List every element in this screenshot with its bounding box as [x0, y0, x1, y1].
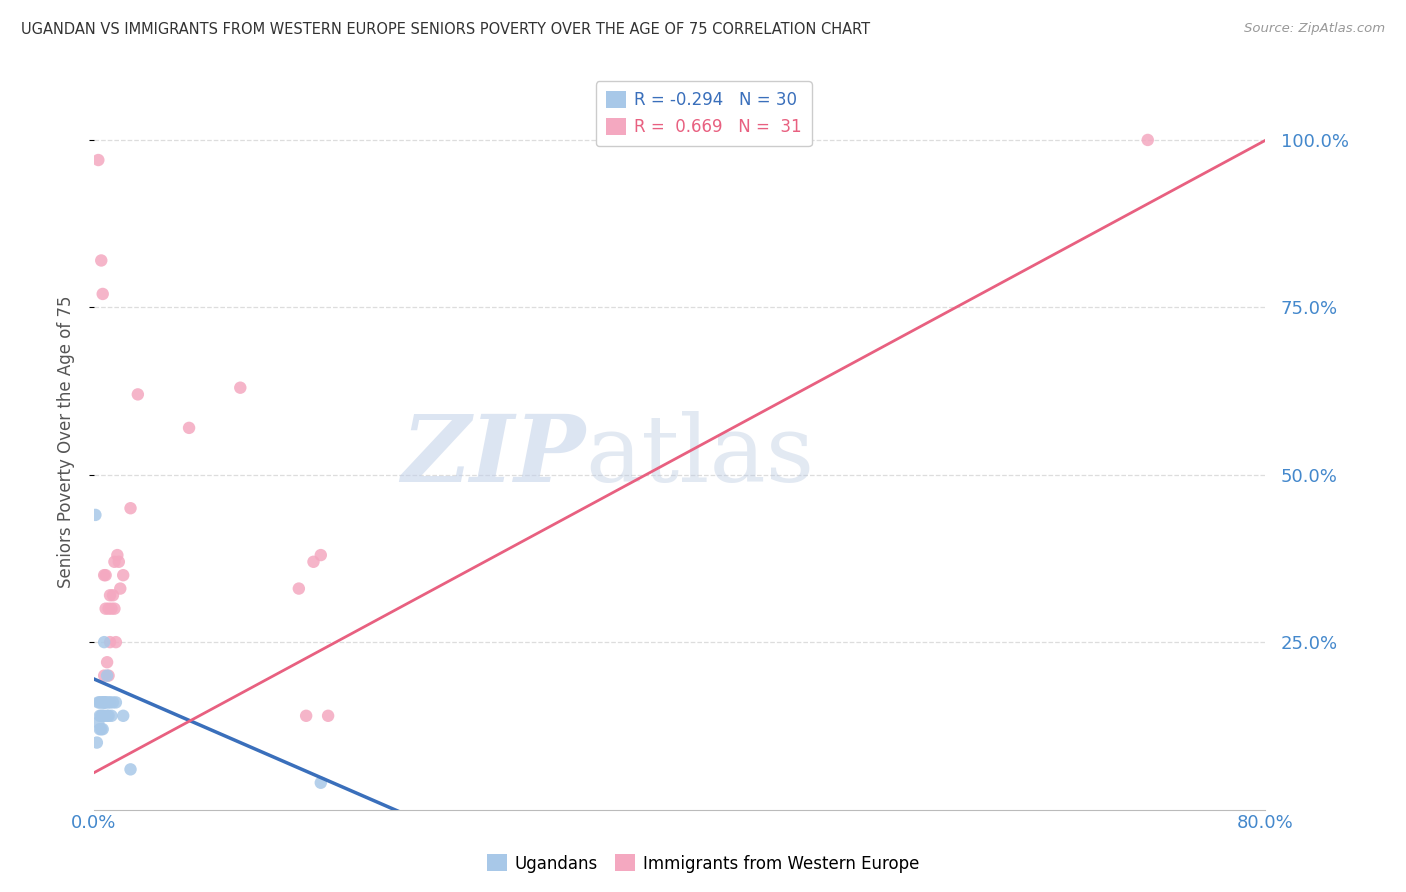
- Point: [94, 601, 117, 615]
- Point: [93, 568, 115, 582]
- Point: [97, 695, 120, 709]
- Point: [229, 381, 252, 395]
- Point: [84, 508, 107, 522]
- Point: [94, 695, 117, 709]
- Point: [91, 287, 114, 301]
- Point: [98, 635, 121, 649]
- Point: [302, 555, 325, 569]
- Point: [104, 695, 127, 709]
- Point: [97, 708, 120, 723]
- Point: [94, 568, 117, 582]
- Point: [89, 708, 111, 723]
- Point: [90, 722, 112, 736]
- Point: [120, 763, 142, 777]
- Point: [112, 708, 135, 723]
- Point: [89, 722, 111, 736]
- Point: [112, 568, 135, 582]
- Point: [101, 588, 124, 602]
- Point: [91, 695, 114, 709]
- Point: [288, 582, 311, 596]
- Point: [104, 635, 127, 649]
- Point: [97, 668, 120, 682]
- Point: [93, 668, 115, 682]
- Text: ZIP: ZIP: [402, 411, 586, 501]
- Point: [100, 708, 122, 723]
- Point: [103, 555, 125, 569]
- Point: [100, 601, 122, 615]
- Point: [94, 695, 117, 709]
- Point: [90, 708, 112, 723]
- Point: [86, 735, 108, 749]
- Point: [87, 695, 110, 709]
- Point: [93, 708, 115, 723]
- Point: [309, 548, 332, 562]
- Text: Source: ZipAtlas.com: Source: ZipAtlas.com: [1244, 22, 1385, 36]
- Point: [108, 555, 131, 569]
- Point: [127, 387, 149, 401]
- Point: [98, 588, 121, 602]
- Point: [97, 601, 120, 615]
- Point: [105, 548, 128, 562]
- Point: [98, 695, 121, 709]
- Point: [316, 708, 339, 723]
- Point: [93, 695, 115, 709]
- Point: [87, 153, 110, 167]
- Point: [90, 695, 112, 709]
- Point: [110, 582, 132, 596]
- Point: [96, 708, 118, 723]
- Point: [295, 708, 318, 723]
- Point: [90, 253, 112, 268]
- Point: [93, 635, 115, 649]
- Point: [177, 421, 200, 435]
- Legend: Ugandans, Immigrants from Western Europe: Ugandans, Immigrants from Western Europe: [479, 847, 927, 880]
- Point: [309, 776, 332, 790]
- Legend: R = -0.294   N = 30, R =  0.669   N =  31: R = -0.294 N = 30, R = 0.669 N = 31: [596, 81, 811, 146]
- Point: [103, 601, 125, 615]
- Point: [96, 655, 118, 669]
- Point: [91, 708, 114, 723]
- Text: atlas: atlas: [586, 411, 815, 501]
- Point: [87, 715, 110, 730]
- Point: [91, 722, 114, 736]
- Point: [101, 695, 124, 709]
- Point: [1136, 133, 1159, 147]
- Y-axis label: Seniors Poverty Over the Age of 75: Seniors Poverty Over the Age of 75: [58, 295, 75, 588]
- Point: [93, 695, 115, 709]
- Point: [89, 695, 111, 709]
- Point: [96, 668, 118, 682]
- Point: [120, 501, 142, 516]
- Text: UGANDAN VS IMMIGRANTS FROM WESTERN EUROPE SENIORS POVERTY OVER THE AGE OF 75 COR: UGANDAN VS IMMIGRANTS FROM WESTERN EUROP…: [21, 22, 870, 37]
